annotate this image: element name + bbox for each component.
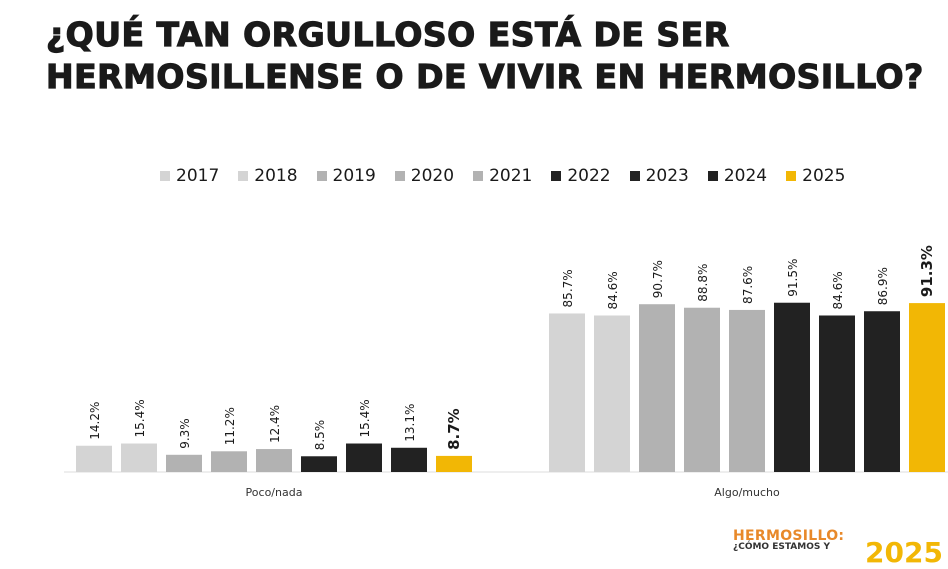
bar-2021-0: [256, 449, 292, 472]
legend-label: 2024: [723, 166, 768, 186]
legend-label: 2019: [332, 166, 376, 186]
legend-swatch: [473, 171, 484, 181]
legend-swatch: [238, 171, 249, 181]
legend-label: 2021: [489, 166, 533, 186]
bar-2020-0: [211, 451, 247, 472]
data-label: 88.8%: [696, 264, 710, 302]
legend-item-2025: 2025: [786, 166, 845, 186]
legend-swatch: [551, 171, 562, 181]
brand-line-2: ¿CÓMO ESTAMOS Y: [733, 542, 830, 552]
data-label: 8.5%: [313, 420, 327, 451]
bar-2018-1: [594, 315, 630, 472]
legend-item-2024: 2024: [707, 166, 768, 186]
legend-item-2019: 2019: [316, 166, 376, 186]
bar-2024-1: [864, 311, 900, 472]
data-label: 15.4%: [133, 399, 147, 437]
data-label: 13.1%: [403, 404, 417, 442]
legend-swatch: [316, 171, 327, 181]
legend-swatch: [707, 171, 718, 181]
bar-2023-0: [346, 443, 382, 472]
bar-2019-1: [639, 304, 675, 472]
data-label: 14.2%: [88, 402, 102, 440]
legend-item-2021: 2021: [473, 166, 532, 186]
legend-label: 2020: [410, 166, 455, 186]
bar-2025-1: [909, 303, 945, 472]
title-line-2: HERMOSILLENSE O DE VIVIR EN HERMOSILLO?: [45, 56, 924, 96]
bar-2023-1: [819, 315, 855, 472]
brand-line-1: HERMOSILLO:: [733, 528, 845, 544]
legend-label: 2025: [802, 166, 846, 186]
legend-label: 2017: [176, 166, 220, 186]
legend-item-2020: 2020: [394, 166, 455, 186]
legend-label: 2018: [254, 166, 298, 186]
data-label: 91.3%: [918, 245, 936, 297]
legend-swatch: [394, 171, 405, 181]
data-label: 84.6%: [606, 271, 620, 309]
legend-label: 2022: [567, 166, 611, 186]
bar-2025-0: [436, 455, 472, 472]
bar-2019-0: [166, 454, 202, 472]
data-label: 12.4%: [268, 405, 282, 443]
bar-2021-1: [729, 309, 765, 472]
data-label: 85.7%: [561, 269, 575, 307]
legend-item-2018: 2018: [238, 166, 298, 186]
data-label: 84.6%: [831, 271, 845, 309]
legend-swatch: [160, 171, 170, 181]
data-label: 87.6%: [741, 266, 755, 304]
bar-2024-0: [391, 447, 427, 472]
category-label: Algo/mucho: [714, 486, 780, 499]
data-label: 15.4%: [358, 399, 372, 437]
bar-2022-1: [774, 302, 810, 472]
data-label: 9.3%: [178, 418, 192, 449]
bar-2017-0: [76, 445, 112, 472]
category-label: Poco/nada: [246, 486, 303, 499]
data-label: 11.2%: [223, 407, 237, 445]
legend-item-2017: 2017: [160, 166, 219, 186]
legend-item-2022: 2022: [551, 166, 611, 186]
legend-swatch: [786, 171, 797, 181]
bar-2018-0: [121, 443, 157, 472]
data-label: 90.7%: [651, 260, 665, 298]
data-label: 8.7%: [445, 408, 463, 450]
bar-2017-1: [549, 313, 585, 472]
bar-2022-0: [301, 456, 337, 472]
data-label: 86.9%: [876, 267, 890, 305]
brand-logo: HERMOSILLO: ¿CÓMO ESTAMOS Y 2025: [733, 528, 943, 569]
brand-year: 2025: [865, 536, 943, 569]
legend-item-2023: 2023: [629, 166, 689, 186]
bar-2020-1: [684, 307, 720, 472]
legend-swatch: [629, 171, 640, 181]
title-line-1: ¿QUÉ TAN ORGULLOSO ESTÁ DE SER: [45, 14, 730, 54]
data-label: 91.5%: [786, 259, 800, 297]
legend: 2017 2018 2019 2020 2021 2022 2023 2024 2025: [160, 166, 864, 186]
chart-title: ¿QUÉ TAN ORGULLOSO ESTÁ DE SER HERMOSILL…: [45, 14, 924, 98]
legend-label: 2023: [645, 166, 689, 186]
